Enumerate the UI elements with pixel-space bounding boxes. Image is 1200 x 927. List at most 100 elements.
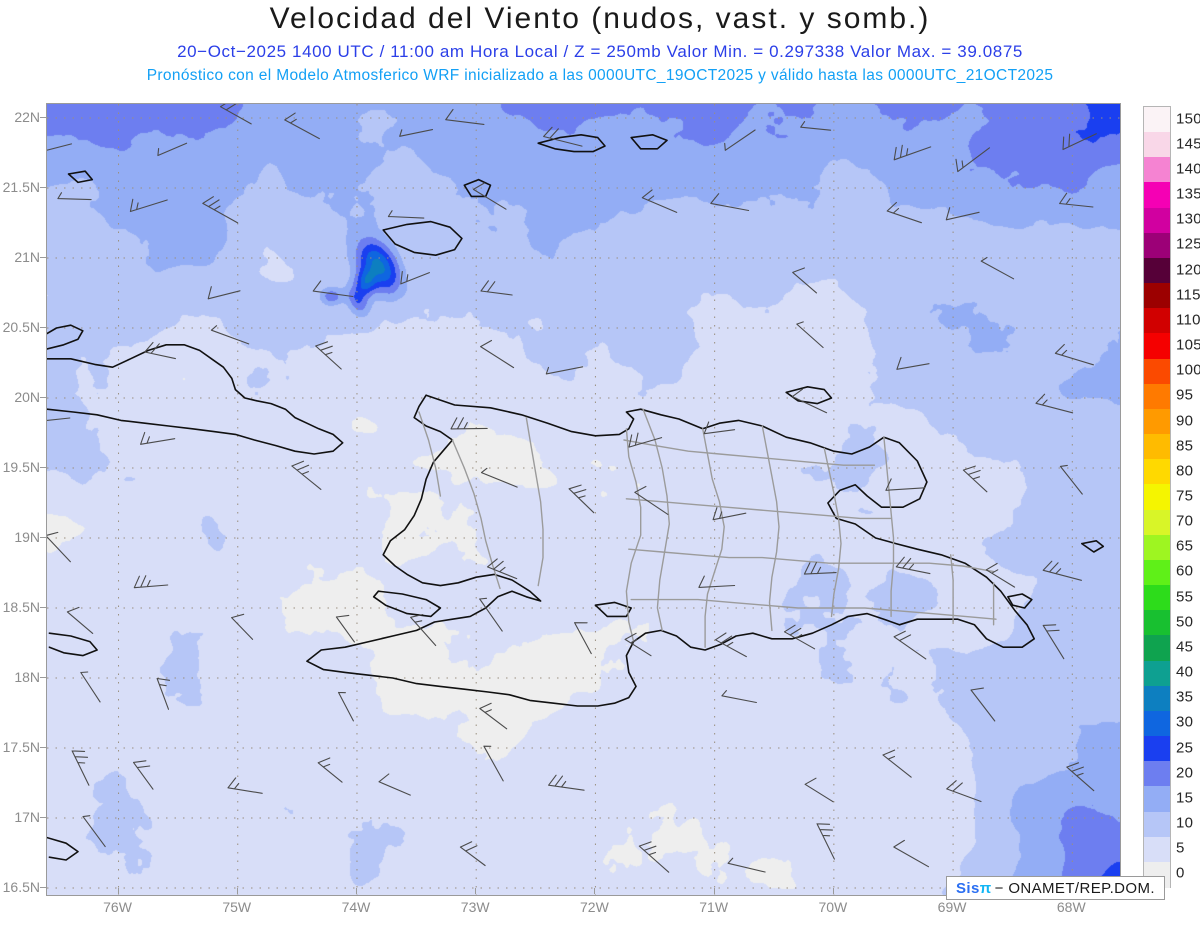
wind-barb: [480, 467, 518, 488]
colorbar-swatch: [1144, 811, 1170, 838]
colorbar-swatch: [1144, 132, 1170, 158]
lat-lon-gridlines: [47, 104, 1120, 895]
colorbar-swatch: [1144, 308, 1170, 335]
wind-barb: [486, 558, 518, 580]
x-axis-tick: 71W: [699, 899, 729, 915]
coastline-path: [1081, 540, 1105, 553]
coastline-overlay: [47, 134, 1105, 861]
wind-barb: [335, 614, 355, 643]
province-boundary-path: [625, 428, 642, 643]
colorbar-swatch: [1144, 559, 1170, 586]
wind-barb: [400, 270, 430, 285]
wind-barb: [157, 142, 188, 157]
wind-barb: [543, 126, 583, 147]
colorbar-tick-label: 75: [1176, 487, 1194, 505]
watermark-agency-text: − ONAMET/REP.DOM.: [994, 879, 1155, 897]
province-boundary-path: [823, 447, 842, 618]
x-axis-tick: 69W: [937, 899, 967, 915]
y-axis-tickmark: [40, 397, 46, 398]
colorbar-swatch: [1144, 358, 1170, 385]
x-axis-tickmark: [594, 888, 596, 894]
province-boundary-path: [625, 498, 892, 520]
y-axis-tickmark: [40, 677, 46, 678]
colorbar-swatch: [1144, 383, 1170, 410]
page-title: Velocidad del Viento (nudos, vast. y som…: [269, 2, 931, 35]
wind-barb: [885, 478, 926, 491]
colorbar-tick-label: 135: [1176, 185, 1200, 203]
colorbar-swatch: [1144, 585, 1170, 611]
chart-subtitle-primary: 20−Oct−2025 1400 UTC / 11:00 am Hora Loc…: [177, 42, 1023, 61]
wind-barb: [791, 388, 828, 414]
wind-barb: [1035, 393, 1074, 414]
colorbar-swatch: [1144, 207, 1170, 234]
wind-barb: [893, 839, 930, 868]
wind-barb: [71, 750, 90, 786]
province-boundary-path: [702, 428, 725, 648]
wind-barb: [638, 841, 670, 873]
colorbar-swatch: [1144, 283, 1170, 309]
province-boundary-path: [628, 548, 995, 573]
coastline-path: [47, 344, 344, 455]
province-boundary-path: [623, 439, 876, 466]
colorbar-swatch: [1144, 484, 1170, 511]
colorbar-swatch: [1144, 710, 1170, 737]
colorbar[interactable]: [1143, 106, 1171, 888]
y-axis-tickmark: [40, 747, 46, 748]
wind-barb: [893, 630, 927, 660]
y-axis-tickmark: [40, 117, 46, 118]
wind-barb: [574, 622, 592, 655]
y-axis-tickmark: [40, 467, 46, 468]
colorbar-tick-label: 0: [1176, 864, 1185, 882]
wind-barb: [144, 341, 176, 360]
colorbar-tick-label: 60: [1176, 562, 1194, 580]
colorbar-swatch: [1144, 635, 1170, 662]
colorbar-swatch: [1144, 610, 1170, 636]
wind-barb: [886, 201, 922, 224]
colorbar-tick-label: 100: [1176, 361, 1200, 379]
wind-barb: [628, 432, 663, 448]
colorbar-swatch: [1144, 459, 1170, 485]
colorbar-tick-label: 25: [1176, 739, 1194, 757]
colorbar-tick-label: 80: [1176, 462, 1194, 480]
colorbar-tick-label: 90: [1176, 412, 1194, 430]
y-axis-tickmark: [40, 257, 46, 258]
y-axis-tick: 20N: [14, 389, 40, 405]
wind-barb: [47, 417, 71, 421]
coastline-path: [594, 601, 632, 618]
wind-barb: [545, 366, 584, 375]
coastline-path: [306, 394, 1035, 707]
wind-barb: [399, 129, 434, 137]
wind-barb: [378, 773, 411, 796]
colorbar-swatch: [1144, 685, 1170, 712]
x-axis-tick: 73W: [460, 899, 490, 915]
y-axis-tick: 21.5N: [2, 179, 40, 195]
colorbar-tick-label: 70: [1176, 512, 1194, 530]
x-axis-tickmark: [117, 888, 119, 894]
wind-barb: [1059, 192, 1094, 208]
wind-barb: [1066, 762, 1095, 792]
wind-barb: [698, 575, 736, 588]
colorbar-tick-label: 55: [1176, 588, 1194, 606]
wind-barb: [727, 857, 766, 873]
wind-barb: [291, 460, 322, 490]
coastline-path: [372, 590, 442, 618]
colorbar-tick-label: 145: [1176, 135, 1200, 153]
colorbar-tick-label: 45: [1176, 638, 1194, 656]
wind-barb: [714, 632, 747, 658]
province-boundary-path: [883, 436, 895, 618]
colorbar-tick-label: 125: [1176, 235, 1200, 253]
x-axis-tickmark: [832, 888, 834, 894]
colorbar-tick-label: 150: [1176, 110, 1200, 128]
colorbar-swatch: [1144, 157, 1170, 184]
x-axis-tickmark: [355, 888, 357, 894]
wind-barb: [882, 749, 912, 778]
wind-barb: [893, 144, 932, 161]
colorbar-swatch: [1144, 786, 1170, 813]
colorbar-swatch: [1144, 660, 1170, 687]
wind-barb: [796, 321, 824, 349]
map-plot-area[interactable]: [46, 103, 1121, 896]
wind-barb: [1059, 464, 1083, 495]
wind-barb: [387, 210, 425, 219]
wind-barb: [955, 147, 991, 173]
wind-barb: [712, 507, 747, 521]
